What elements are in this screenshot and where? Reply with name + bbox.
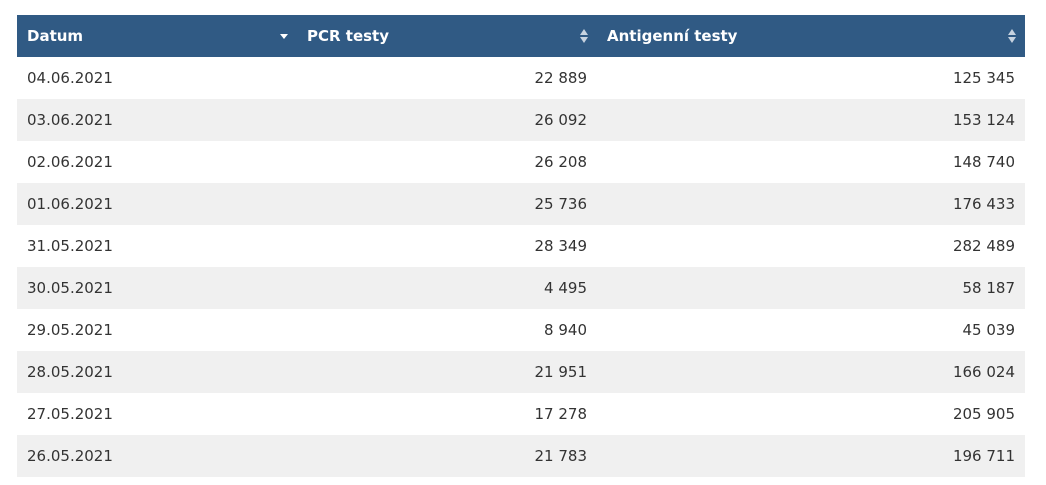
cell-date: 29.05.2021	[27, 321, 113, 339]
header-row: Datum PCR testy Antigenní testy	[17, 15, 1025, 57]
cell-antigen: 282 489	[952, 237, 1015, 255]
column-header-pcr[interactable]: PCR testy	[297, 15, 597, 57]
cell-antigen: 166 024	[952, 363, 1015, 381]
table-row: 31.05.2021 28 349 282 489	[17, 225, 1025, 267]
cell-pcr: 8 940	[544, 321, 587, 339]
cell-date: 27.05.2021	[27, 405, 113, 423]
cell-date: 03.06.2021	[27, 111, 113, 129]
cell-antigen: 58 187	[962, 279, 1016, 297]
cell-date: 04.06.2021	[27, 69, 113, 87]
cell-antigen: 205 905	[952, 405, 1015, 423]
table-row: 28.05.2021 21 951 166 024	[17, 351, 1025, 393]
cell-antigen: 148 740	[952, 153, 1015, 171]
cell-antigen: 153 124	[952, 111, 1015, 129]
column-header-label: Datum	[27, 27, 84, 45]
cell-pcr: 21 951	[534, 363, 588, 381]
table-row: 01.06.2021 25 736 176 433	[17, 183, 1025, 225]
cell-antigen: 176 433	[952, 195, 1015, 213]
cell-pcr: 4 495	[544, 279, 587, 297]
cell-antigen: 196 711	[952, 447, 1015, 465]
cell-pcr: 17 278	[534, 405, 588, 423]
data-table-container: Datum PCR testy Antigenní testy	[17, 15, 1025, 477]
column-header-datum[interactable]: Datum	[17, 15, 297, 57]
table-body: 04.06.2021 22 889 125 345 03.06.2021 26 …	[17, 57, 1025, 477]
table-row: 27.05.2021 17 278 205 905	[17, 393, 1025, 435]
cell-date: 28.05.2021	[27, 363, 113, 381]
cell-date: 26.05.2021	[27, 447, 113, 465]
cell-date: 30.05.2021	[27, 279, 113, 297]
sort-updown-icon	[1008, 29, 1016, 43]
cell-pcr: 26 092	[534, 111, 588, 129]
table-row: 03.06.2021 26 092 153 124	[17, 99, 1025, 141]
cell-pcr: 25 736	[534, 195, 588, 213]
sort-desc-icon	[280, 34, 288, 39]
table-row: 02.06.2021 26 208 148 740	[17, 141, 1025, 183]
cell-antigen: 125 345	[952, 69, 1015, 87]
cell-date: 01.06.2021	[27, 195, 113, 213]
column-header-antigen[interactable]: Antigenní testy	[597, 15, 1025, 57]
tests-table: Datum PCR testy Antigenní testy	[17, 15, 1025, 477]
cell-pcr: 28 349	[534, 237, 588, 255]
column-header-label: PCR testy	[307, 27, 389, 45]
cell-antigen: 45 039	[962, 321, 1016, 339]
table-row: 30.05.2021 4 495 58 187	[17, 267, 1025, 309]
table-header: Datum PCR testy Antigenní testy	[17, 15, 1025, 57]
cell-date: 31.05.2021	[27, 237, 113, 255]
cell-date: 02.06.2021	[27, 153, 113, 171]
cell-pcr: 26 208	[534, 153, 588, 171]
cell-pcr: 22 889	[534, 69, 588, 87]
cell-pcr: 21 783	[534, 447, 588, 465]
sort-updown-icon	[580, 29, 588, 43]
column-header-label: Antigenní testy	[607, 27, 738, 45]
table-row: 29.05.2021 8 940 45 039	[17, 309, 1025, 351]
table-row: 26.05.2021 21 783 196 711	[17, 435, 1025, 477]
table-row: 04.06.2021 22 889 125 345	[17, 57, 1025, 99]
